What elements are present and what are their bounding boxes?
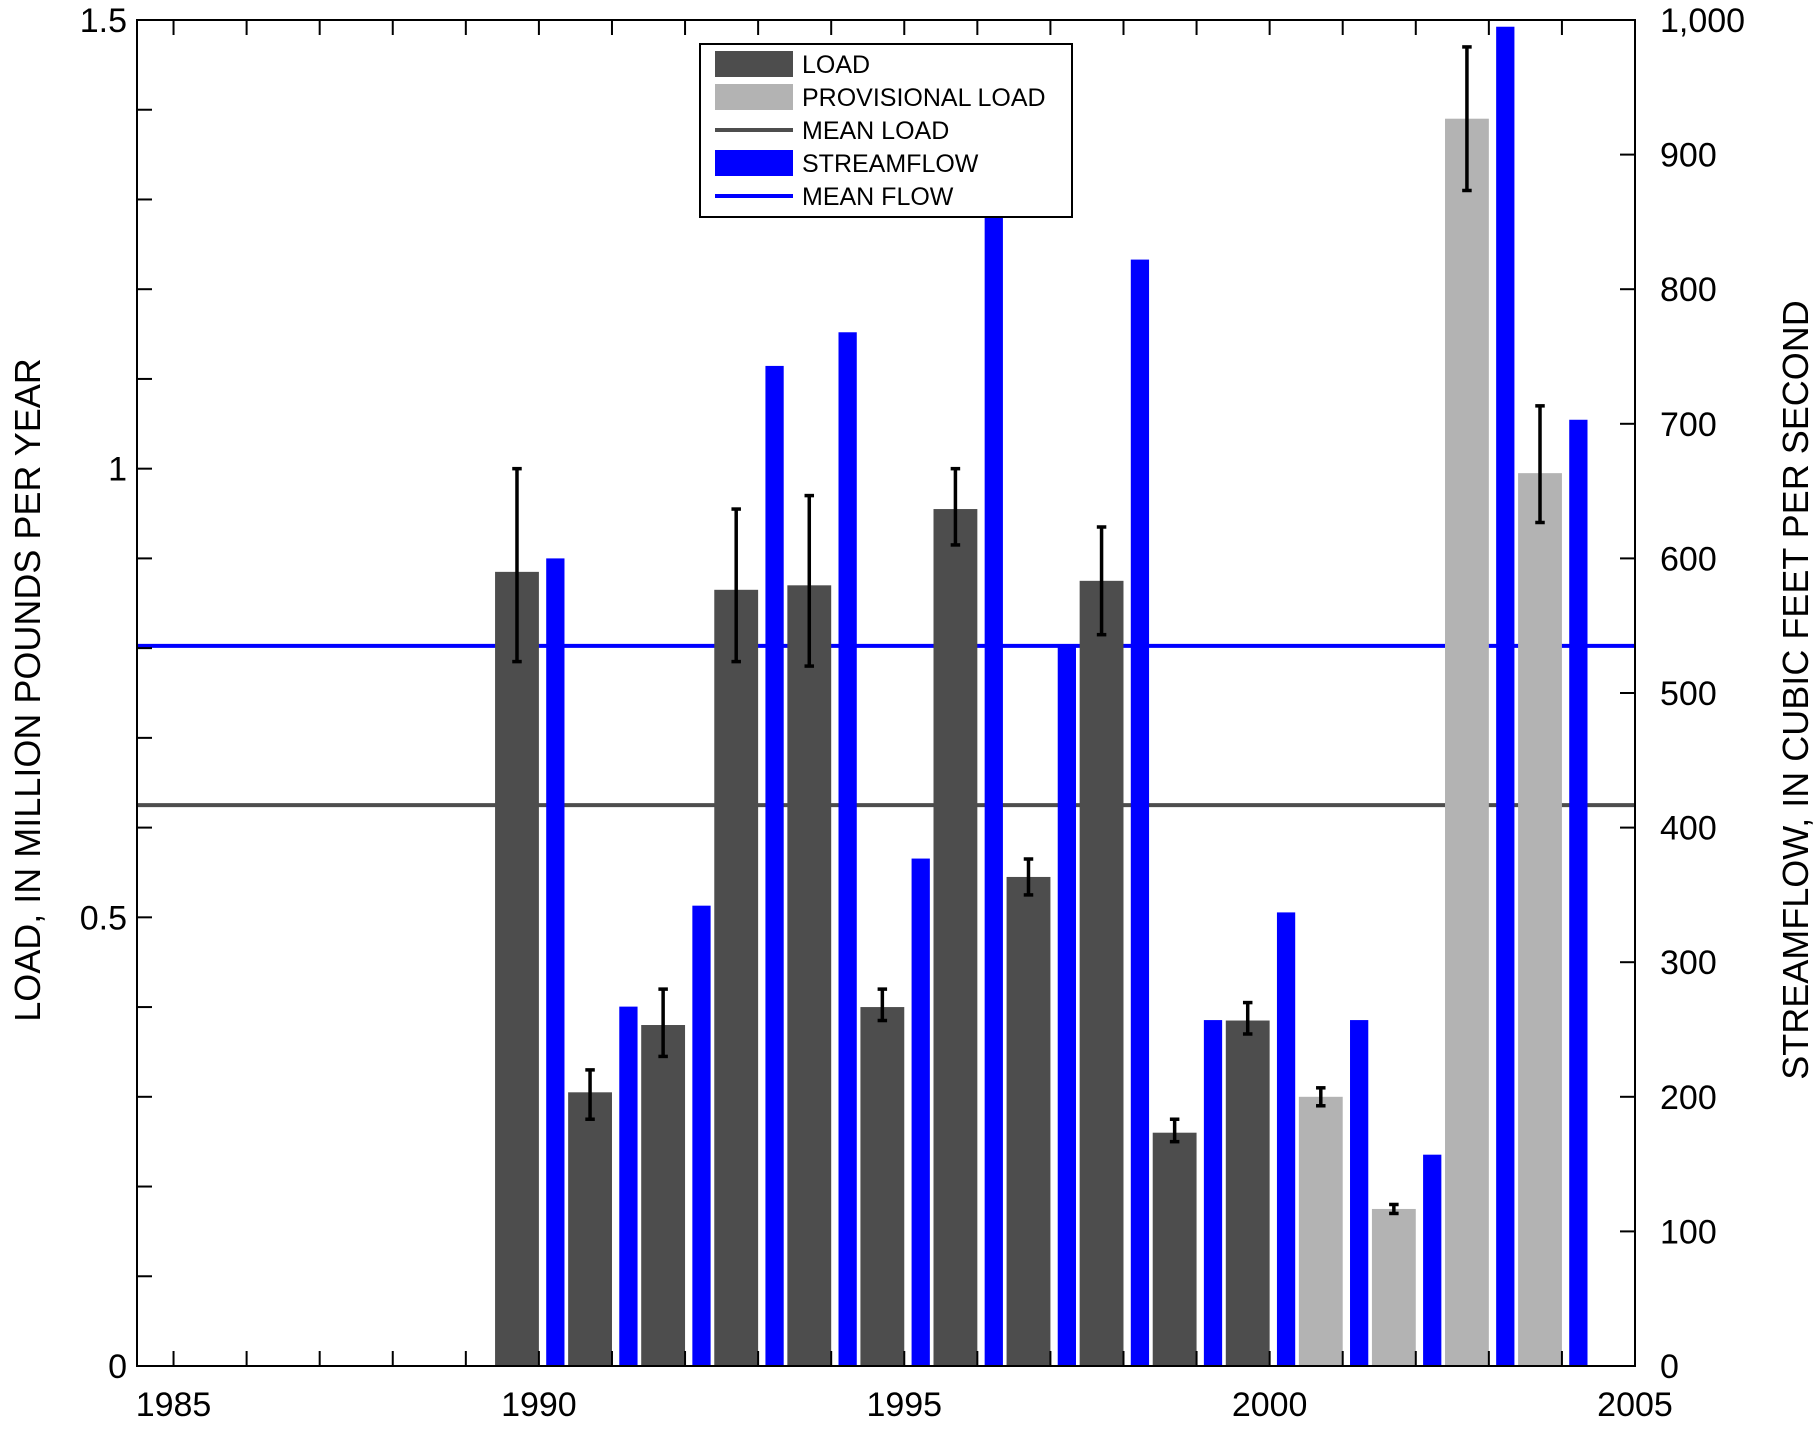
- legend-label: LOAD: [802, 51, 870, 79]
- streamflow-bar: [984, 211, 1003, 1367]
- legend: LOAD PROVISIONAL LOAD MEAN LOAD STREAMFLOW M…: [699, 43, 1073, 218]
- load-bar: [1006, 876, 1051, 1366]
- provisional-load-bar: [1371, 1208, 1416, 1366]
- right-y-tick-label: 400: [1660, 810, 1717, 848]
- load-bar: [933, 509, 978, 1367]
- streamflow-bar: [692, 905, 711, 1366]
- load-bar: [787, 585, 832, 1366]
- right-y-tick-label: 200: [1660, 1079, 1717, 1117]
- provisional-load-bar: [1298, 1096, 1343, 1366]
- x-tick-label: 2000: [1232, 1386, 1308, 1424]
- legend-label: MEAN FLOW: [802, 183, 954, 211]
- right-y-tick-label: 700: [1660, 406, 1717, 444]
- right-y-tick-label: 600: [1660, 540, 1717, 578]
- streamflow-bar: [1130, 259, 1150, 1366]
- streamflow-bar: [765, 365, 784, 1366]
- left-y-tick-label: 0.5: [80, 899, 127, 937]
- right-y-tick-label: 1,000: [1660, 2, 1745, 40]
- legend-swatch: [715, 51, 793, 77]
- legend-swatch: [715, 84, 793, 110]
- x-tick-label: 1985: [136, 1386, 212, 1424]
- load-bar: [1079, 580, 1124, 1366]
- load-bar: [860, 1007, 905, 1366]
- streamflow-bar: [1057, 645, 1076, 1366]
- x-tick-label: 1990: [501, 1386, 577, 1424]
- streamflow-bar: [1569, 419, 1588, 1367]
- x-tick-label: 2005: [1597, 1386, 1673, 1424]
- provisional-load-bar: [1445, 118, 1489, 1366]
- streamflow-bar: [1496, 26, 1515, 1367]
- streamflow-bar: [1423, 1154, 1442, 1366]
- right-y-tick-label: 0: [1660, 1348, 1679, 1386]
- load-bar: [714, 589, 759, 1366]
- legend-label: STREAMFLOW: [802, 150, 979, 178]
- right-axis-label: STREAMFLOW, IN CUBIC FEET PER SECOND: [1775, 300, 1816, 1079]
- load-bar: [568, 1092, 612, 1366]
- right-y-tick-label: 300: [1660, 944, 1717, 982]
- load-bar: [1225, 1020, 1270, 1366]
- provisional-load-bar: [1518, 473, 1562, 1366]
- plot-area: [137, 26, 1635, 1367]
- right-y-tick-label: 100: [1660, 1213, 1717, 1251]
- load-bar: [641, 1025, 686, 1366]
- right-y-tick-label: 900: [1660, 137, 1717, 175]
- left-y-tick-label: 1: [108, 451, 127, 489]
- right-y-tick-label: 500: [1660, 675, 1717, 713]
- streamflow-bar: [546, 558, 565, 1366]
- streamflow-bar: [838, 332, 857, 1367]
- streamflow-bar: [1350, 1020, 1369, 1366]
- legend-label: PROVISIONAL LOAD: [802, 84, 1046, 112]
- right-y-tick-label: 800: [1660, 271, 1717, 309]
- left-axis-label: LOAD, IN MILLION POUNDS PER YEAR: [7, 358, 48, 1022]
- axes: 1985 1990 1995 2000 200500.511.5010020030040…: [80, 2, 1745, 1424]
- x-tick-label: 1995: [866, 1386, 942, 1424]
- load-bar: [1152, 1132, 1197, 1366]
- legend-swatch: [715, 150, 793, 176]
- load-bar: [495, 571, 539, 1366]
- streamflow-bar: [619, 1006, 638, 1366]
- legend-label: MEAN LOAD: [802, 117, 949, 145]
- streamflow-bar: [1203, 1020, 1223, 1366]
- left-y-tick-label: 1.5: [80, 2, 127, 40]
- left-y-tick-label: 0: [108, 1348, 127, 1386]
- streamflow-bar: [1276, 912, 1296, 1366]
- streamflow-bar: [911, 858, 930, 1366]
